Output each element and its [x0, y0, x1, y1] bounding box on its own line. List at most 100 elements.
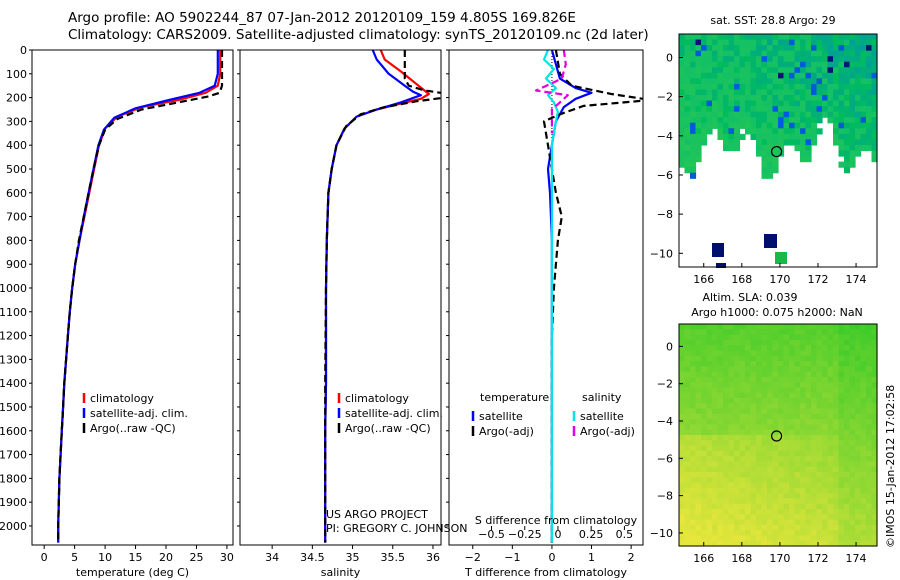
map-cell [805, 498, 812, 505]
map-cell [767, 172, 774, 179]
map-cell [789, 376, 796, 383]
map-cell [684, 392, 691, 399]
map-cell [695, 424, 702, 431]
map-x-tick-label: 174 [846, 273, 867, 286]
map-cell [761, 445, 768, 452]
map-cell [866, 514, 873, 521]
map-cell [871, 530, 878, 537]
map-cell [833, 345, 840, 352]
map-cell [728, 122, 735, 129]
map-cell [789, 535, 796, 542]
map-cell [728, 83, 735, 91]
map-cell [822, 361, 829, 367]
map-cell [827, 440, 834, 447]
map-cell [789, 72, 796, 79]
map-cell [756, 95, 763, 102]
map-cell [866, 456, 873, 463]
map-cell [772, 387, 779, 394]
map-cell [684, 509, 691, 515]
map-cell [783, 477, 790, 484]
map-cell [745, 413, 752, 420]
map-cell [761, 350, 768, 357]
map-cell [684, 466, 691, 473]
map-cell [822, 329, 829, 336]
map-cell [838, 413, 845, 420]
map-cell [750, 106, 757, 113]
map-cell [816, 509, 823, 515]
map-cell [844, 329, 851, 336]
map-cell [871, 408, 878, 415]
map-cell [679, 361, 686, 367]
map-cell [838, 387, 845, 394]
map-cell [723, 435, 730, 441]
map-cell [838, 376, 845, 383]
map-cell [783, 392, 790, 399]
map-cell [860, 503, 867, 510]
map-cell [827, 413, 834, 420]
map-cell [679, 514, 686, 521]
map-cell [783, 398, 790, 404]
map-cell [761, 56, 768, 63]
map-cell [789, 493, 796, 500]
map-cell [833, 487, 840, 494]
map-cell [728, 366, 735, 373]
map-cell [783, 482, 790, 489]
map-cell [767, 111, 774, 118]
map-cell [860, 334, 867, 341]
map-cell [701, 450, 708, 457]
series-line-temperature-1 [57, 50, 219, 543]
map-cell [717, 487, 724, 494]
map-cell [783, 493, 790, 500]
map-cell [844, 450, 851, 457]
map-cell [695, 345, 702, 352]
map-cell [822, 398, 829, 404]
map-cell [800, 466, 807, 473]
map-cell [805, 39, 812, 46]
map-cell [800, 445, 807, 452]
map-cell [756, 122, 763, 129]
map-cell [800, 355, 807, 362]
map-cell [805, 334, 812, 341]
map-cell [745, 429, 752, 436]
map-y-tick-label: 0 [666, 340, 673, 353]
map-cell [871, 339, 878, 346]
map-cell [827, 100, 834, 107]
map-cell [800, 100, 807, 107]
map-cell [723, 503, 730, 510]
map-cell [761, 487, 768, 494]
map-cell [844, 89, 851, 96]
map-cell [761, 34, 768, 41]
map-cell [679, 524, 686, 531]
map-cell [811, 371, 818, 378]
map-cell [684, 350, 691, 357]
map-cell [783, 461, 790, 468]
map-cell [794, 111, 801, 118]
map-cell [717, 61, 724, 68]
map-cell [871, 324, 878, 330]
map-cell [761, 535, 768, 542]
map-cell [849, 498, 856, 505]
map-cell [761, 122, 768, 129]
map-cell [734, 540, 741, 547]
map-cell [756, 128, 763, 135]
map-cell [833, 361, 840, 367]
map-cell [866, 487, 873, 494]
map-cell [723, 72, 730, 79]
map-cell [833, 78, 840, 85]
map-cell [767, 482, 774, 489]
map-cell [767, 503, 774, 510]
map-cell [739, 122, 746, 129]
map-cell [750, 424, 757, 431]
map-cell [811, 456, 818, 463]
map-cell [690, 78, 697, 85]
map-cell [750, 61, 757, 68]
map-cell [811, 530, 818, 537]
map-cell [690, 324, 697, 330]
map-cell [866, 117, 873, 124]
map-cell [756, 339, 763, 346]
map-cell [855, 39, 862, 46]
map-cell [800, 435, 807, 441]
map-cell [717, 540, 724, 547]
map-cell [833, 382, 840, 389]
map-cell [866, 413, 873, 420]
